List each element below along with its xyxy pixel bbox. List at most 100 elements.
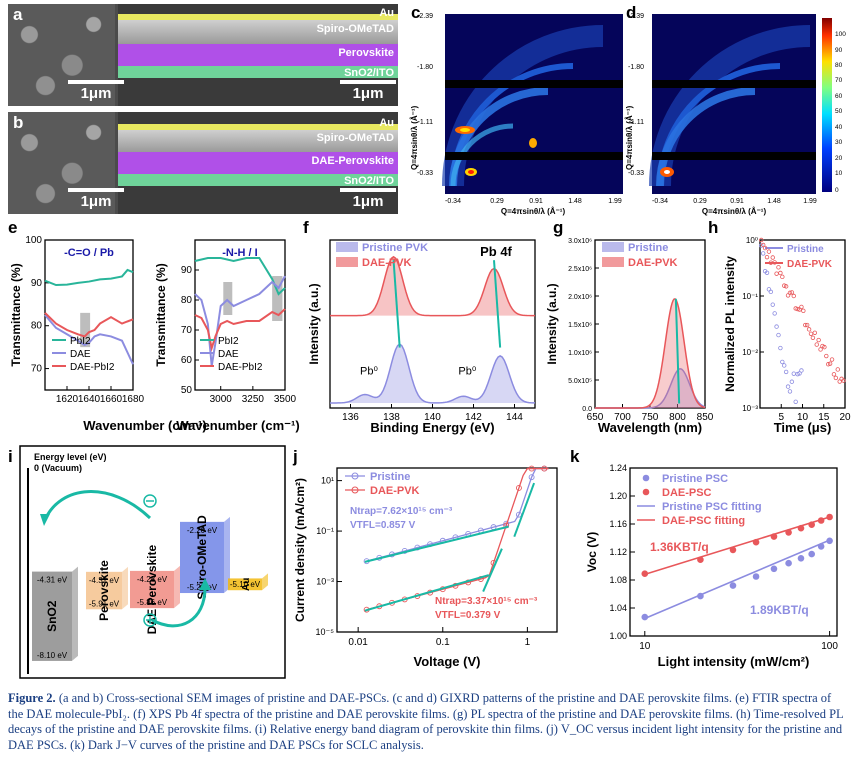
scale-bar-a-left: 1μm — [68, 80, 124, 102]
j-xtick-label: 1 — [525, 637, 531, 648]
e-left-ytick-label: 70 — [31, 364, 43, 375]
g-ytick-label: 3.0x10⁶ — [568, 238, 592, 245]
energy-block-side-2 — [174, 566, 180, 608]
energy-block-name-1: Perovskite — [97, 560, 111, 621]
k-ylabel: Voc (V) — [585, 532, 599, 572]
e-right-legend-label: DAE-PbI2 — [218, 362, 263, 373]
f-xlabel: Binding Energy (eV) — [370, 420, 494, 435]
f-annotation-pb0-1: Pb⁰ — [360, 365, 378, 377]
g-ytick-label: 2.0x10⁶ — [568, 294, 592, 301]
h-ytick-label: 10⁰ — [746, 236, 758, 245]
colorbar-tick-7: 30 — [835, 139, 843, 146]
figure-caption: Figure 2. (a and b) Cross-sectional SEM … — [8, 691, 848, 753]
g-ytick-label: 1.5x10⁶ — [568, 322, 592, 329]
panel-label-i: i — [8, 447, 13, 466]
h-point-1 — [834, 376, 838, 380]
h-point-1 — [802, 309, 806, 313]
sem-image-a: Au Spiro-OMeTAD Perovskite SnO2/ITO 1μm … — [8, 4, 398, 106]
h-point-1 — [775, 272, 779, 276]
h-point-1 — [765, 255, 769, 259]
k-ytick-label: 1.04 — [609, 603, 627, 613]
h-point-1 — [809, 332, 813, 336]
k-xtick-label: 100 — [821, 641, 838, 652]
energy-block-side-1 — [122, 567, 128, 609]
j-fit-tfl-dae — [483, 549, 502, 592]
h-xlabel: Time (μs) — [774, 420, 832, 435]
j-fit-ohmic-pristine — [365, 527, 509, 562]
panel-label-f: f — [303, 218, 309, 237]
e-left-ytick-label: 90 — [31, 278, 43, 289]
x-tick-c-1: 0.29 — [490, 198, 504, 205]
h-ytick-label: 10⁻³ — [742, 404, 758, 413]
j-ytick-label: 10⁻⁵ — [316, 627, 335, 637]
g-ytick-label: 0.0 — [582, 406, 592, 413]
f-area-1 — [330, 257, 535, 316]
k-xtick-label: 10 — [639, 641, 651, 652]
h-point-0 — [775, 325, 779, 329]
f-xtick-label: 144 — [506, 412, 523, 423]
g-legend-label: DAE-PVK — [628, 257, 678, 269]
panel-label-g: g — [553, 218, 563, 237]
h-point-0 — [779, 346, 783, 350]
scale-bar-a-right: 1μm — [340, 80, 396, 102]
panel-label-j: j — [292, 447, 298, 466]
f-legend-swatch — [336, 242, 358, 252]
colorbar-tick-9: 10 — [835, 170, 843, 177]
y-tick-c-1: -1.80 — [417, 64, 433, 71]
sem-image-b: Au Spiro-OMeTAD DAE-Perovskite SnO2/ITO … — [8, 112, 398, 214]
k-point-0 — [730, 582, 737, 589]
j-ytick-label: 10¹ — [321, 476, 334, 486]
x-tick-d-0: -0.34 — [652, 198, 668, 205]
layer-label-au: Au — [379, 117, 394, 129]
e-left-xtick-label: 1660 — [100, 394, 123, 405]
h-point-0 — [786, 385, 790, 389]
e-left-legend-label: DAE — [70, 349, 91, 360]
f-legend-swatch — [336, 257, 358, 267]
layer-label-perovskite: Perovskite — [338, 47, 394, 59]
energy-top-label-0: -4.31 eV — [37, 576, 68, 585]
k-legend-marker — [643, 475, 650, 482]
caption-text: (a and b) Cross-sectional SEM images of … — [8, 691, 843, 752]
h-legend-label: Pristine — [787, 244, 824, 255]
e-left-xtick-label: 1640 — [78, 394, 101, 405]
j-annot-ntrap-dae: Ntrap=3.37×10¹⁵ cm⁻³ — [435, 596, 538, 607]
f-legend-label: DAE-PVK — [362, 257, 412, 269]
e-right-xlabel: Wavenumber (cm⁻¹) — [176, 418, 299, 433]
k-legend-label: Pristine PSC fitting — [662, 501, 762, 513]
energy-block-side-0 — [72, 567, 78, 661]
e-left-title: -C=O / Pb — [64, 247, 114, 259]
h-point-1 — [771, 256, 775, 260]
h-point-1 — [767, 250, 771, 254]
e-right-ytick-label: 80 — [181, 295, 193, 306]
x-tick-d-2: 0.91 — [730, 198, 744, 205]
g-ytick-label: 1.0x10⁶ — [568, 350, 592, 357]
h-point-1 — [813, 331, 817, 335]
j-annot-vtfl-pristine: VTFL=0.857 V — [350, 520, 416, 531]
panel-label-a: a — [13, 5, 22, 25]
energy-block-side-4 — [262, 573, 268, 590]
k-annot-pristine: 1.89KBT/q — [750, 603, 809, 617]
panel-label-b: b — [13, 113, 23, 133]
h-point-0 — [773, 312, 777, 316]
x-tick-c-2: 0.91 — [529, 198, 543, 205]
electron-transfer-arrow — [45, 492, 150, 520]
panel-label-e: e — [8, 218, 17, 237]
e-right-xtick-label: 3500 — [274, 394, 297, 405]
x-tick-c-0: -0.34 — [445, 198, 461, 205]
k-legend-label: DAE-PSC fitting — [662, 515, 745, 527]
panel-label-h: h — [708, 218, 718, 237]
y-axis-label-d: Q=4πsinθ/λ (Å⁻¹) — [625, 105, 634, 170]
e-left-legend-label: DAE-PbI2 — [70, 362, 115, 373]
h-point-0 — [792, 372, 796, 376]
energy-axis-vacuum: 0 (Vacuum) — [34, 463, 82, 473]
g-ytick-label: 2.5x10⁶ — [568, 266, 592, 273]
gixrd-panel-d: d Q=4πsinθ/λ (Å⁻¹) -2.39 -1.80 -1.11 -0.… — [622, 0, 857, 218]
g-ytick-label: 5.0x10⁵ — [568, 378, 592, 385]
layer-label-spiro: Spiro-OMeTAD — [317, 23, 394, 35]
colorbar-tick-3: 70 — [835, 77, 843, 84]
colorbar-tick-5: 50 — [835, 108, 843, 115]
h-point-0 — [790, 380, 794, 384]
k-legend-label: DAE-PSC — [662, 487, 712, 499]
x-axis-label-c: Q=4πsinθ/λ (Å⁻¹) — [501, 207, 566, 216]
y-tick-d-1: -1.80 — [628, 64, 644, 71]
